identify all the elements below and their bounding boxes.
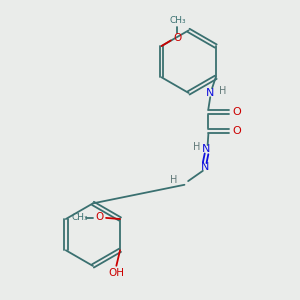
- Text: N: N: [202, 144, 211, 154]
- Text: OH: OH: [108, 268, 124, 278]
- Text: H: H: [170, 176, 178, 185]
- Text: N: N: [206, 88, 214, 98]
- Text: H: H: [193, 142, 200, 152]
- Text: O: O: [232, 126, 241, 136]
- Text: CH₃: CH₃: [169, 16, 186, 25]
- Text: H: H: [219, 86, 227, 96]
- Text: N: N: [200, 162, 209, 172]
- Text: O: O: [232, 107, 241, 117]
- Text: CH₃: CH₃: [72, 213, 88, 222]
- Text: O: O: [173, 33, 181, 43]
- Text: O: O: [96, 212, 104, 222]
